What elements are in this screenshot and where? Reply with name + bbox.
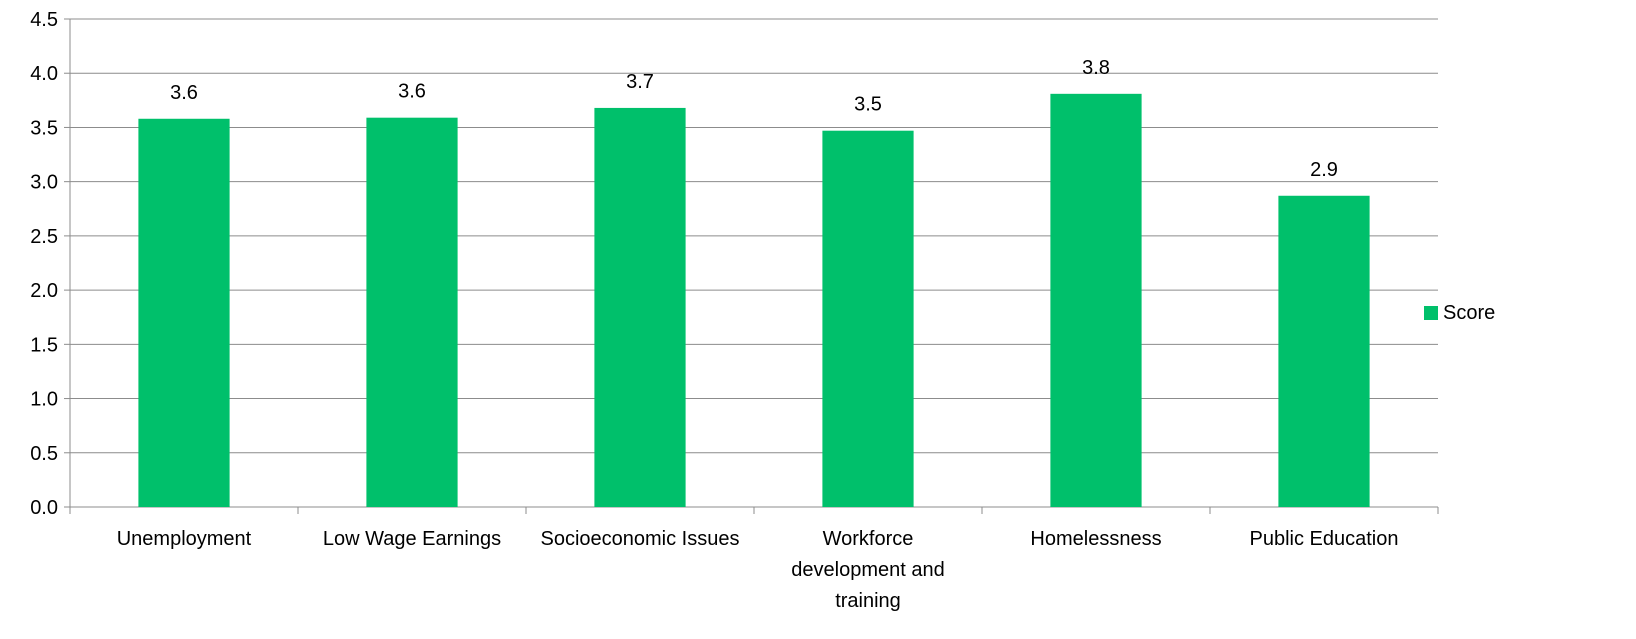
data-label: 3.6 [398,81,426,103]
y-tick-label: 3.0 [30,172,58,194]
gridlines [70,18,1438,454]
y-tick-label: 2.0 [30,280,58,302]
y-axis-tick-labels: 0.0 0.5 1.0 1.5 2.0 2.5 3.0 3.5 4.0 4.5 [30,9,58,519]
bar [822,130,914,507]
x-tick-label: Low Wage Earnings [323,528,501,550]
y-tick-label: 0.0 [30,497,58,519]
y-tick-label: 1.5 [30,334,58,356]
x-tick-label-line: Low Wage Earnings [323,528,501,550]
data-label: 3.7 [626,71,654,93]
bar [1278,195,1370,507]
y-tick-label: 4.0 [30,63,58,85]
data-labels: 3.6 3.6 3.7 3.5 3.8 2.9 [170,57,1338,181]
x-tick-label-line: training [835,590,901,612]
x-tick-label-line: Unemployment [117,528,252,550]
x-tick-label: Unemployment [117,528,252,550]
bars [138,93,1370,508]
bar [1050,93,1142,508]
bar [594,107,686,508]
x-tick-label-line: Homelessness [1030,528,1161,550]
axes [64,18,1439,514]
y-tick-label: 1.0 [30,389,58,411]
data-label: 3.5 [854,94,882,116]
x-tick-label-line: Workforce [823,528,914,550]
y-tick-label: 2.5 [30,226,58,248]
y-tick-label: 4.5 [30,9,58,31]
bar [366,117,458,507]
x-tick-label: Public Education [1250,528,1399,550]
y-tick-label: 0.5 [30,443,58,465]
x-tick-label: Workforce development and training [791,528,944,612]
data-label: 3.8 [1082,57,1110,79]
x-tick-label: Homelessness [1030,528,1161,550]
x-tick-label-line: Socioeconomic Issues [541,528,740,550]
x-tick-label: Socioeconomic Issues [541,528,740,550]
data-label: 3.6 [170,82,198,104]
data-label: 2.9 [1310,159,1338,181]
legend: Score [1424,302,1495,324]
legend-swatch [1424,306,1438,320]
x-tick-label-line: Public Education [1250,528,1399,550]
x-tick-label-line: development and [791,559,944,581]
bar [138,118,230,507]
legend-label: Score [1443,302,1495,324]
y-tick-label: 3.5 [30,117,58,139]
x-axis-tick-labels: Unemployment Low Wage Earnings Socioeconom… [117,528,1399,612]
